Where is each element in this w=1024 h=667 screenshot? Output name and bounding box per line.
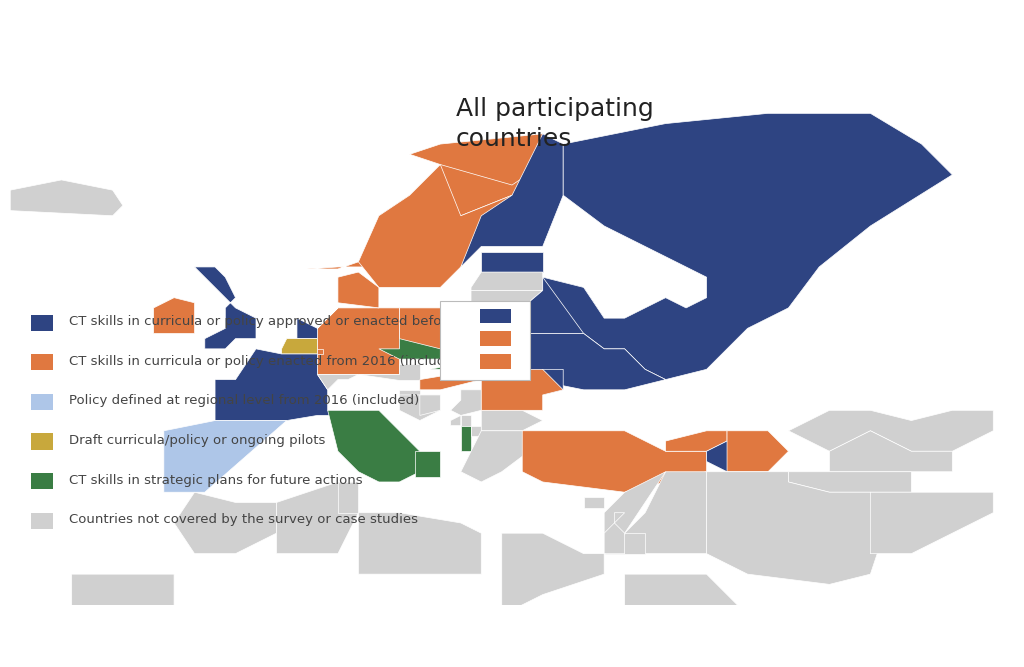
Polygon shape <box>625 472 707 554</box>
Polygon shape <box>358 165 512 287</box>
Text: Countries not covered by the survey or case studies: Countries not covered by the survey or c… <box>69 513 418 526</box>
Polygon shape <box>276 482 358 554</box>
Polygon shape <box>451 416 461 426</box>
FancyBboxPatch shape <box>31 473 53 490</box>
Polygon shape <box>471 426 481 436</box>
FancyBboxPatch shape <box>480 331 511 346</box>
Polygon shape <box>829 431 952 472</box>
Polygon shape <box>420 370 481 390</box>
Polygon shape <box>338 272 379 308</box>
Polygon shape <box>788 410 993 452</box>
Polygon shape <box>471 291 543 308</box>
Polygon shape <box>72 574 174 636</box>
Polygon shape <box>154 297 195 334</box>
Polygon shape <box>727 431 788 472</box>
Polygon shape <box>10 180 123 215</box>
Polygon shape <box>317 349 323 354</box>
Polygon shape <box>430 359 481 370</box>
FancyBboxPatch shape <box>31 434 53 450</box>
Polygon shape <box>379 339 440 359</box>
FancyBboxPatch shape <box>31 513 53 529</box>
Polygon shape <box>532 370 563 395</box>
Polygon shape <box>471 272 543 291</box>
Polygon shape <box>604 523 625 554</box>
Polygon shape <box>415 452 440 477</box>
Polygon shape <box>338 482 358 513</box>
Polygon shape <box>358 364 420 380</box>
Polygon shape <box>870 492 993 554</box>
Polygon shape <box>195 267 256 349</box>
Text: CT skills in strategic plans for future actions: CT skills in strategic plans for future … <box>69 474 362 486</box>
Polygon shape <box>522 431 707 492</box>
FancyBboxPatch shape <box>440 301 530 380</box>
Polygon shape <box>584 498 604 508</box>
Polygon shape <box>481 328 666 390</box>
Polygon shape <box>282 339 317 354</box>
Polygon shape <box>543 113 952 380</box>
Polygon shape <box>707 441 748 472</box>
Polygon shape <box>461 426 471 452</box>
Polygon shape <box>604 472 666 533</box>
Polygon shape <box>174 492 276 554</box>
Polygon shape <box>461 134 563 267</box>
Text: All participating
countries: All participating countries <box>456 97 653 151</box>
Polygon shape <box>215 349 333 420</box>
Text: CT skills in curricula or policy approved or enacted before 2016: CT skills in curricula or policy approve… <box>69 315 493 328</box>
Polygon shape <box>614 513 625 523</box>
Polygon shape <box>164 431 184 482</box>
Text: LU: LU <box>454 332 468 345</box>
Polygon shape <box>502 533 604 615</box>
Polygon shape <box>297 308 338 339</box>
Polygon shape <box>410 134 563 185</box>
Polygon shape <box>358 513 481 574</box>
Polygon shape <box>307 134 563 269</box>
Polygon shape <box>451 390 481 416</box>
FancyBboxPatch shape <box>480 309 511 323</box>
Polygon shape <box>481 277 604 334</box>
Text: SG: SG <box>454 355 470 368</box>
Polygon shape <box>481 251 543 272</box>
Polygon shape <box>399 395 440 420</box>
Polygon shape <box>461 416 471 426</box>
Polygon shape <box>707 472 891 584</box>
Polygon shape <box>625 574 748 636</box>
FancyBboxPatch shape <box>31 394 53 410</box>
Polygon shape <box>164 420 287 492</box>
Text: CT skills in curricula or policy enacted from 2016 (included): CT skills in curricula or policy enacted… <box>69 355 467 368</box>
Polygon shape <box>399 390 420 395</box>
Text: Draft curricula/policy or ongoing pilots: Draft curricula/policy or ongoing pilots <box>69 434 325 447</box>
Polygon shape <box>481 370 563 410</box>
Polygon shape <box>420 395 440 416</box>
Polygon shape <box>317 308 399 374</box>
Text: Policy defined at regional level from 2016 (included): Policy defined at regional level from 20… <box>69 394 419 408</box>
Polygon shape <box>328 410 420 482</box>
Polygon shape <box>666 431 727 452</box>
Polygon shape <box>399 308 481 359</box>
Polygon shape <box>788 472 911 492</box>
FancyBboxPatch shape <box>31 315 53 331</box>
Polygon shape <box>317 374 358 390</box>
Polygon shape <box>604 533 645 554</box>
Polygon shape <box>461 431 543 482</box>
FancyBboxPatch shape <box>480 354 511 369</box>
FancyBboxPatch shape <box>31 354 53 370</box>
Polygon shape <box>481 410 543 431</box>
Text: MT: MT <box>454 309 471 322</box>
